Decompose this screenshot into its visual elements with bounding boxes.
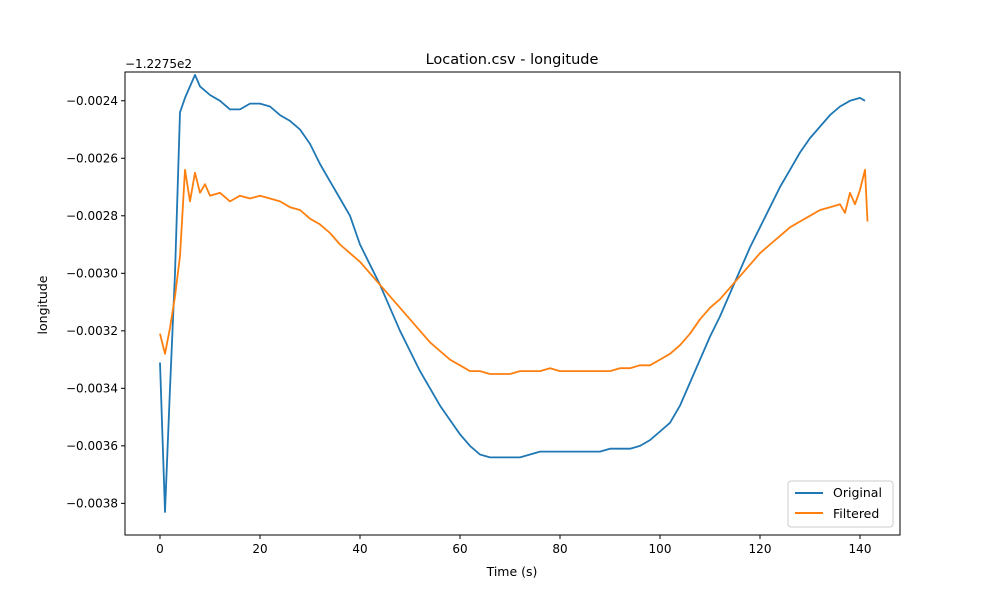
x-tick-label: 40 (352, 542, 367, 556)
x-tick-label: 80 (552, 542, 567, 556)
y-tick-label: −0.0036 (66, 439, 118, 453)
y-tick-label: −0.0026 (66, 151, 118, 165)
y-axis-label: longitude (35, 275, 50, 334)
x-tick-label: 60 (452, 542, 467, 556)
chart-title: Location.csv - longitude (426, 52, 599, 68)
series-line-original (159, 74, 866, 513)
x-tick-label: 100 (649, 542, 672, 556)
plot-frame (124, 71, 901, 536)
plot-lines (159, 74, 869, 513)
y-tick-label: −0.0032 (66, 324, 118, 338)
y-tick-label: −0.0034 (66, 381, 118, 395)
x-axis-ticks: 0 20 40 60 80 100 120 140 (156, 535, 871, 556)
legend: Original Filtered (787, 480, 894, 528)
series-line-filtered (159, 168, 869, 375)
y-tick-label: −0.0028 (66, 209, 118, 223)
y-tick-label: −0.0030 (66, 266, 118, 280)
legend-label-filtered: Filtered (833, 506, 879, 521)
x-tick-label: 20 (252, 542, 267, 556)
y-tick-label: −0.0024 (66, 94, 118, 108)
legend-label-original: Original (833, 485, 882, 500)
x-tick-label: 0 (156, 542, 164, 556)
x-axis-label: Time (s) (486, 564, 538, 579)
x-tick-label: 120 (749, 542, 772, 556)
y-offset-text: −1.2275e2 (125, 57, 192, 71)
x-tick-label: 140 (849, 542, 872, 556)
y-tick-label: −0.0038 (66, 496, 118, 510)
y-axis-ticks: −0.0038 −0.0036 −0.0034 −0.0032 −0.0030 −0.00… (66, 94, 125, 510)
